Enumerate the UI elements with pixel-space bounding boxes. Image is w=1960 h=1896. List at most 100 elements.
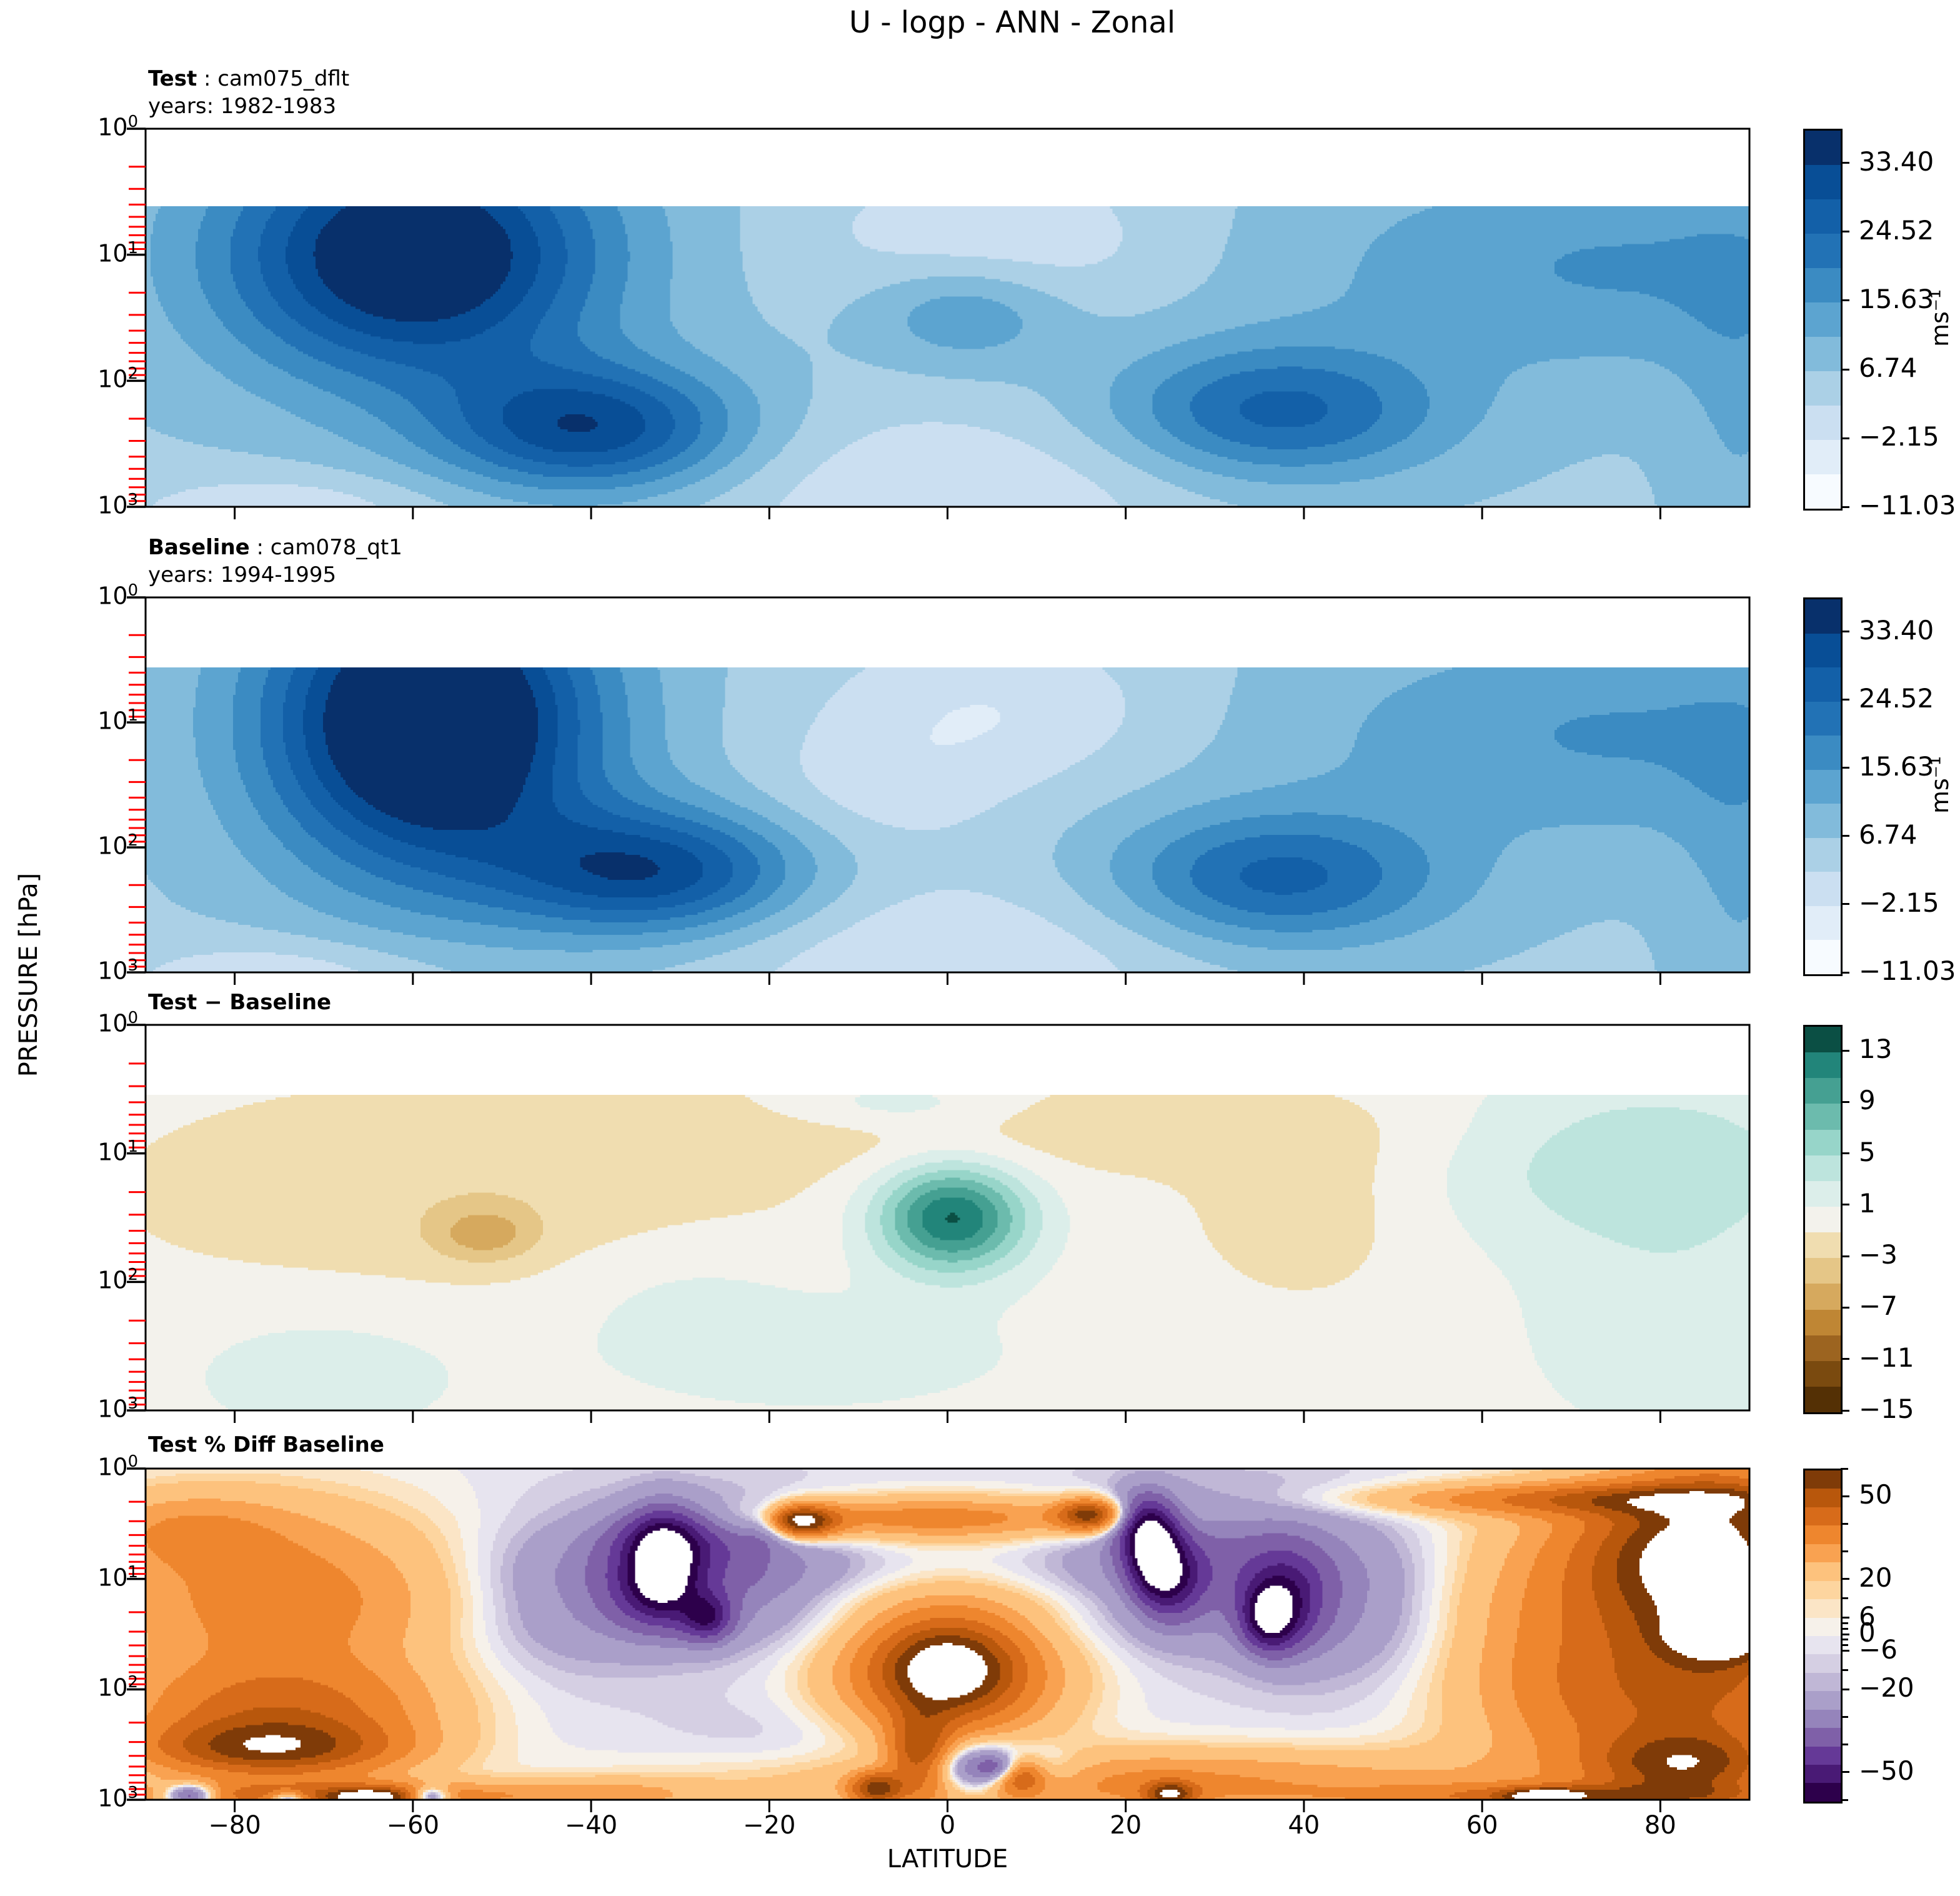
colorbar-tick-label: 13 — [1859, 1034, 1893, 1065]
colorbar-tick — [1841, 1578, 1849, 1580]
baseline-field-canvas — [146, 597, 1749, 972]
pctdiff-axis-frame — [127, 1467, 1751, 1812]
colorbar-tick-label: −20 — [1859, 1672, 1914, 1704]
diff-field-canvas — [146, 1025, 1749, 1410]
colorbar-tick-label: −6 — [1859, 1634, 1898, 1665]
colorbar-tick-label: 6 — [1859, 1600, 1876, 1632]
colorbar-tick-label: −2.15 — [1859, 421, 1939, 452]
pctdiff-field-canvas — [146, 1469, 1749, 1800]
y-tick-label: 103 — [97, 1394, 138, 1423]
colorbar-tick — [1841, 767, 1849, 769]
colorbar-tick — [1841, 1152, 1849, 1155]
colorbar-tick — [1841, 437, 1849, 439]
test-axis-frame — [127, 127, 1751, 519]
colorbar-tick — [1841, 1650, 1849, 1652]
y-tick-label: 100 — [97, 112, 138, 141]
y-tick-label: 102 — [97, 1673, 138, 1702]
colorbar-tick-label: −11.03 — [1859, 955, 1956, 986]
colorbar-minor-tick — [1841, 1597, 1848, 1600]
colorbar-tick — [1841, 1100, 1849, 1103]
colorbar-tick-label: −3 — [1859, 1239, 1898, 1270]
colorbar-tick-label: −15 — [1859, 1394, 1914, 1424]
colorbar-tick-label: 1 — [1859, 1187, 1876, 1219]
colorbar-tick-label: 33.40 — [1859, 614, 1934, 646]
panel-test: 100 101 102 103 — [97, 112, 1751, 519]
y-tick-label: 102 — [97, 831, 138, 860]
y-tick-label: 101 — [97, 238, 138, 267]
colorbar-tick-label: −2.15 — [1859, 887, 1939, 918]
x-tick-label: 20 — [1110, 1811, 1142, 1840]
y-tick-label: 103 — [97, 491, 138, 519]
x-tick-label: 0 — [939, 1811, 956, 1840]
colorbar-tick — [1841, 231, 1849, 233]
colorbar-tick — [1841, 631, 1849, 632]
panel-pctdiff: 100 101 102 103 — [97, 1452, 1751, 1812]
latitude-axis-label: LATITUDE — [887, 1845, 1008, 1874]
colorbar-tick — [1841, 368, 1849, 371]
colorbar-tick-label: 20 — [1859, 1562, 1893, 1593]
colorbar-minor-tick — [1841, 1550, 1848, 1552]
colorbar-unit-label: ms⁻¹ — [1926, 756, 1954, 814]
colorbar-tick — [1841, 1358, 1849, 1360]
panel-header-test: Test : cam075_dflt — [148, 66, 350, 91]
colorbar-tick — [1841, 1495, 1849, 1497]
y-tick-label: 101 — [97, 706, 138, 735]
colorbar-tick-label: 6.74 — [1859, 352, 1918, 383]
colorbar-tick-label: 6.74 — [1859, 819, 1918, 850]
x-tick-label: 60 — [1466, 1811, 1498, 1840]
colorbar-minor-tick — [1841, 1522, 1848, 1525]
colorbar-minor-tick — [1841, 1716, 1848, 1718]
colorbar-tick-label: 24.52 — [1859, 682, 1934, 714]
colorbar-tick — [1841, 162, 1849, 164]
x-tick-label: −60 — [386, 1811, 440, 1840]
colorbar-minor-tick — [1841, 1467, 1848, 1470]
colorbar-tick — [1841, 506, 1849, 508]
y-tick-label: 103 — [97, 1784, 138, 1812]
colorbar-minor-tick — [1841, 1627, 1848, 1630]
colorbar-tick-label: 15.63 — [1859, 283, 1934, 314]
colorbar-tick-label: 33.40 — [1859, 146, 1934, 177]
pressure-axis-label: PRESSURE [hPa] — [14, 872, 43, 1077]
colorbar-tick — [1841, 1049, 1849, 1052]
colorbar-tick — [1841, 1306, 1849, 1309]
colorbar-tick — [1841, 699, 1849, 701]
x-tick-label: 40 — [1288, 1811, 1320, 1840]
x-tick-label: 80 — [1644, 1811, 1676, 1840]
colorbar-tick-label: 24.52 — [1859, 214, 1934, 246]
x-tick-label: −20 — [743, 1811, 796, 1840]
colorbar-tick — [1841, 1617, 1849, 1619]
figure-title: U - logp - ANN - Zonal — [848, 5, 1176, 40]
diff-axis-frame — [127, 1024, 1751, 1423]
colorbar-tick-label: −11 — [1859, 1342, 1914, 1373]
colorbar-minor-tick — [1841, 1799, 1848, 1801]
colorbar-tick — [1841, 1255, 1849, 1257]
x-tick-label: −40 — [564, 1811, 618, 1840]
colorbar-tick — [1841, 1633, 1849, 1635]
colorbar-minor-tick — [1841, 1639, 1848, 1641]
colorbar-tick-label: 5 — [1859, 1136, 1876, 1167]
colorbar-tick — [1841, 903, 1849, 906]
colorbar-tick — [1841, 1771, 1849, 1774]
colorbar-tick — [1841, 299, 1849, 302]
colorbar-test — [1803, 129, 1843, 511]
y-tick-label: 101 — [97, 1562, 138, 1592]
colorbar-tick-label: 0 — [1859, 1617, 1876, 1648]
colorbar-minor-tick — [1841, 1744, 1848, 1746]
y-tick-label: 101 — [97, 1137, 138, 1166]
panel-diff: 100 101 102 103 — [97, 1009, 1751, 1423]
colorbar-tick-label: −11.03 — [1859, 490, 1956, 521]
y-tick-label: 100 — [97, 1452, 138, 1481]
colorbar-minor-tick — [1841, 1644, 1848, 1647]
colorbar-pctdiff — [1803, 1469, 1843, 1804]
colorbar-tick-label: −50 — [1859, 1755, 1914, 1786]
colorbar-tick — [1841, 1688, 1849, 1690]
panel-header-years-baseline: years: 1994-1995 — [148, 562, 337, 587]
y-tick-label: 102 — [97, 364, 138, 393]
y-tick-label: 100 — [97, 581, 138, 610]
colorbar-tick-label: 50 — [1859, 1479, 1893, 1510]
colorbar-tick — [1841, 1409, 1849, 1412]
x-tick-label: −80 — [208, 1811, 261, 1840]
panel-header-diff: Test − Baseline — [148, 990, 332, 1015]
y-tick-label: 103 — [97, 956, 138, 985]
